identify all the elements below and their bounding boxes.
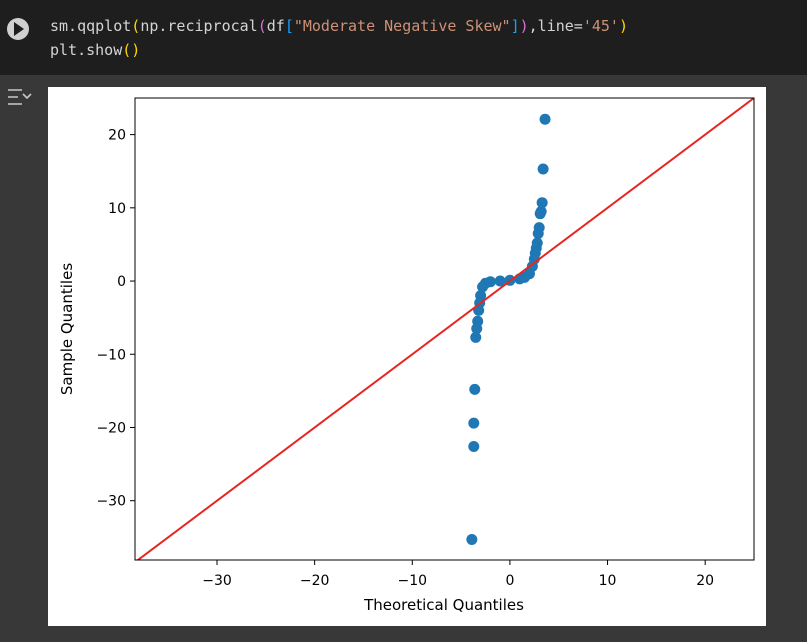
point: [534, 208, 546, 220]
x-tick-label: −10: [398, 573, 428, 589]
code-token: np.reciprocal: [140, 17, 257, 35]
code-token: df: [267, 17, 285, 35]
code-token: [: [285, 17, 294, 35]
point: [532, 227, 544, 239]
x-axis-label: Theoretical Quantiles: [363, 596, 524, 614]
point: [477, 281, 489, 293]
code-token: (: [258, 17, 267, 35]
x-tick-label: −20: [300, 573, 330, 589]
y-tick-label: 20: [108, 128, 126, 144]
code-token: "Moderate Negative Skew": [294, 17, 511, 35]
y-tick-label: 0: [117, 274, 126, 290]
code-token: ): [520, 17, 529, 35]
code-token: (: [131, 17, 140, 35]
code-token: plt.show: [50, 41, 123, 59]
y-tick-label: 10: [108, 201, 126, 217]
x-tick-label: 10: [599, 573, 617, 589]
reference-line: [136, 98, 754, 560]
point: [536, 197, 548, 209]
run-button[interactable]: [7, 18, 29, 40]
point: [494, 275, 506, 287]
x-tick-label: −30: [202, 573, 232, 589]
point: [539, 113, 551, 125]
point: [468, 417, 480, 429]
point: [537, 163, 549, 175]
x-tick-label: 20: [696, 573, 714, 589]
code-text: sm.qqplot(np.reciprocal(df["Moderate Neg…: [50, 17, 628, 59]
output-toggle[interactable]: [8, 89, 32, 105]
point: [466, 533, 478, 545]
x-tick-label: 0: [505, 573, 514, 589]
point: [470, 331, 482, 343]
axes-frame: [134, 97, 755, 561]
y-tick-label: −10: [96, 347, 126, 363]
y-tick-label: −20: [96, 420, 126, 436]
code-token: (): [122, 41, 140, 59]
code-token: sm.qqplot: [50, 17, 131, 35]
code-cell: [0, 0, 807, 75]
point: [514, 273, 526, 285]
plot-image: [48, 87, 766, 626]
y-axis-label: Sample Quantiles: [58, 263, 76, 395]
code-token: ,line=: [529, 17, 583, 35]
point: [468, 441, 480, 453]
y-tick-label: −30: [96, 494, 126, 510]
point: [469, 383, 481, 395]
code-token: ]: [511, 17, 520, 35]
code-token: '45': [583, 17, 619, 35]
code-token: ): [619, 17, 628, 35]
point: [471, 323, 483, 335]
